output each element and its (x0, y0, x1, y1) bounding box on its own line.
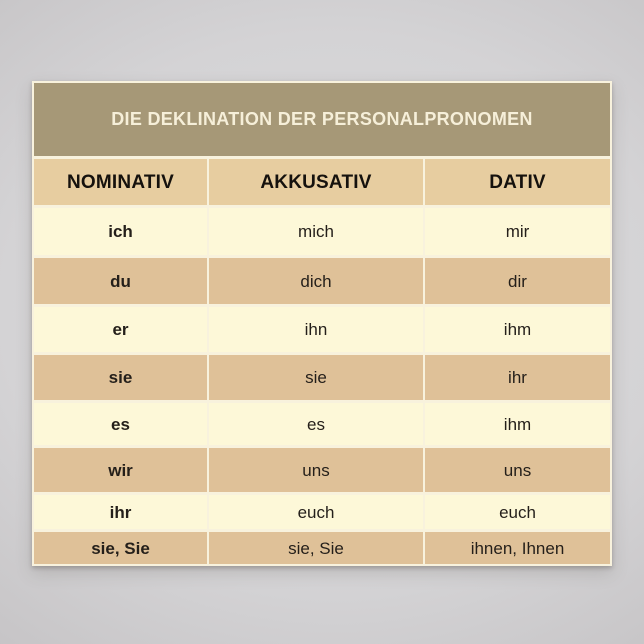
poster-title-bar: DIE DEKLINATION DER PERSONALPRONOMEN (34, 83, 610, 156)
table-row: ihr euch euch (34, 495, 610, 529)
column-header-dativ: DATIV (425, 159, 610, 205)
table-row: es es ihm (34, 403, 610, 445)
cell-akkusativ: sie (209, 355, 423, 400)
cell-akkusativ: sie, Sie (209, 532, 423, 564)
cell-akkusativ: dich (209, 258, 423, 304)
table-row: ich mich mir (34, 208, 610, 255)
table-row: sie sie ihr (34, 355, 610, 400)
cell-nominativ: sie (34, 355, 207, 400)
cell-dativ: ihm (425, 307, 610, 352)
cell-nominativ: ich (34, 208, 207, 255)
cell-dativ: ihr (425, 355, 610, 400)
cell-akkusativ: euch (209, 495, 423, 529)
cell-nominativ: ihr (34, 495, 207, 529)
cell-nominativ: es (34, 403, 207, 445)
table-row: sie, Sie sie, Sie ihnen, Ihnen (34, 532, 610, 564)
column-header-nominativ: NOMINATIV (34, 159, 207, 205)
cell-nominativ: sie, Sie (34, 532, 207, 564)
cell-dativ: mir (425, 208, 610, 255)
table-row: du dich dir (34, 258, 610, 304)
cell-dativ: uns (425, 448, 610, 492)
cell-nominativ: wir (34, 448, 207, 492)
table-row: wir uns uns (34, 448, 610, 492)
cell-dativ: dir (425, 258, 610, 304)
cell-akkusativ: es (209, 403, 423, 445)
cell-nominativ: du (34, 258, 207, 304)
column-header-akkusativ: AKKUSATIV (209, 159, 423, 205)
cell-dativ: ihm (425, 403, 610, 445)
cell-akkusativ: mich (209, 208, 423, 255)
cell-akkusativ: ihn (209, 307, 423, 352)
table-row: er ihn ihm (34, 307, 610, 352)
cell-dativ: ihnen, Ihnen (425, 532, 610, 564)
table-header-row: NOMINATIV AKKUSATIV DATIV (34, 159, 610, 205)
poster-title: DIE DEKLINATION DER PERSONALPRONOMEN (111, 109, 533, 129)
cell-nominativ: er (34, 307, 207, 352)
cell-dativ: euch (425, 495, 610, 529)
cell-akkusativ: uns (209, 448, 423, 492)
poster: DIE DEKLINATION DER PERSONALPRONOMEN NOM… (32, 81, 612, 566)
table-body: ich mich mir du dich dir er ihn ihm sie … (34, 208, 610, 564)
